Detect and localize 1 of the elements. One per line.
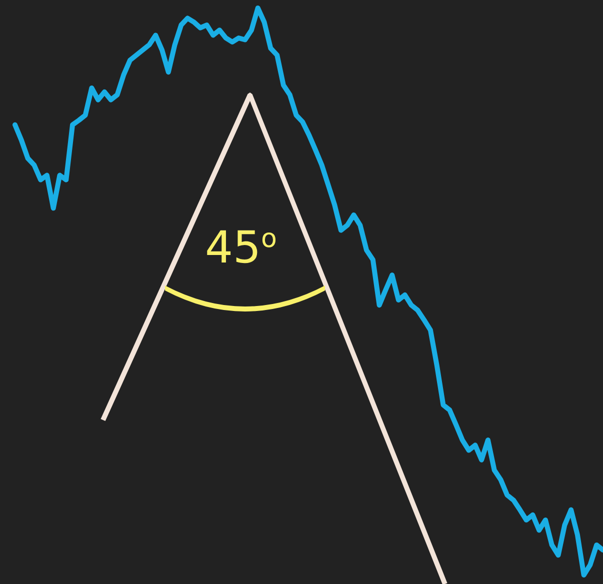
annotation: 45$^{o}$ [205, 222, 277, 274]
